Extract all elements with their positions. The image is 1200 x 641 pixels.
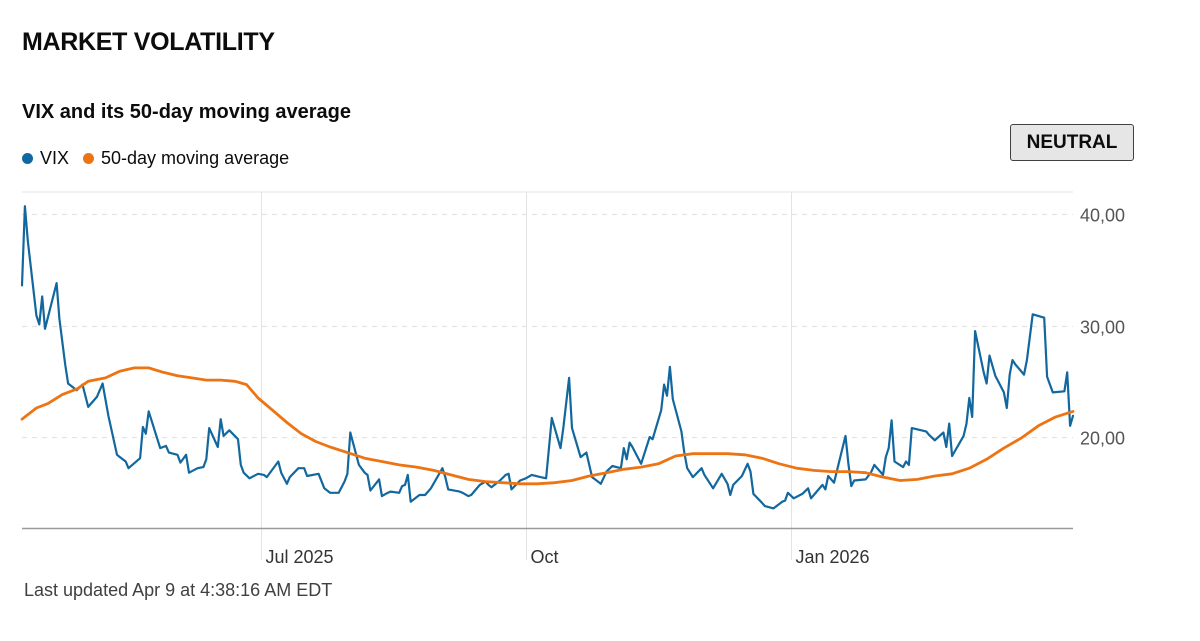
- section-title: MARKET VOLATILITY: [22, 28, 275, 56]
- y-tick-label: 40,00: [1080, 206, 1125, 226]
- legend-label-moving-average: 50-day moving average: [101, 148, 290, 168]
- legend-item-moving-average[interactable]: 50-day moving average: [83, 148, 289, 169]
- vix-line[interactable]: [20, 205, 1075, 510]
- legend-item-vix[interactable]: VIX: [22, 148, 69, 169]
- status-badge: NEUTRAL: [1010, 124, 1134, 161]
- legend-dot-vix: [22, 153, 33, 164]
- legend-dot-moving-average: [83, 153, 95, 164]
- legend-label-vix: VIX: [40, 148, 70, 168]
- volatility-chart[interactable]: Jul 2025 Oct Jan 2026 20,00 30,00 40,00: [0, 180, 1200, 580]
- x-tick-label: Jul 2025: [266, 547, 334, 567]
- x-tick-label: Oct: [531, 547, 559, 567]
- moving-average-line[interactable]: [20, 366, 1075, 486]
- chart-legend: VIX 50-day moving average: [22, 148, 303, 169]
- last-updated-text: Last updated Apr 9 at 4:38:16 AM EDT: [24, 580, 333, 600]
- y-tick-label: 20,00: [1080, 429, 1125, 449]
- x-tick-label: Jan 2026: [796, 547, 870, 567]
- chart-title: VIX and its 50-day moving average: [22, 101, 352, 123]
- y-tick-label: 30,00: [1080, 318, 1125, 338]
